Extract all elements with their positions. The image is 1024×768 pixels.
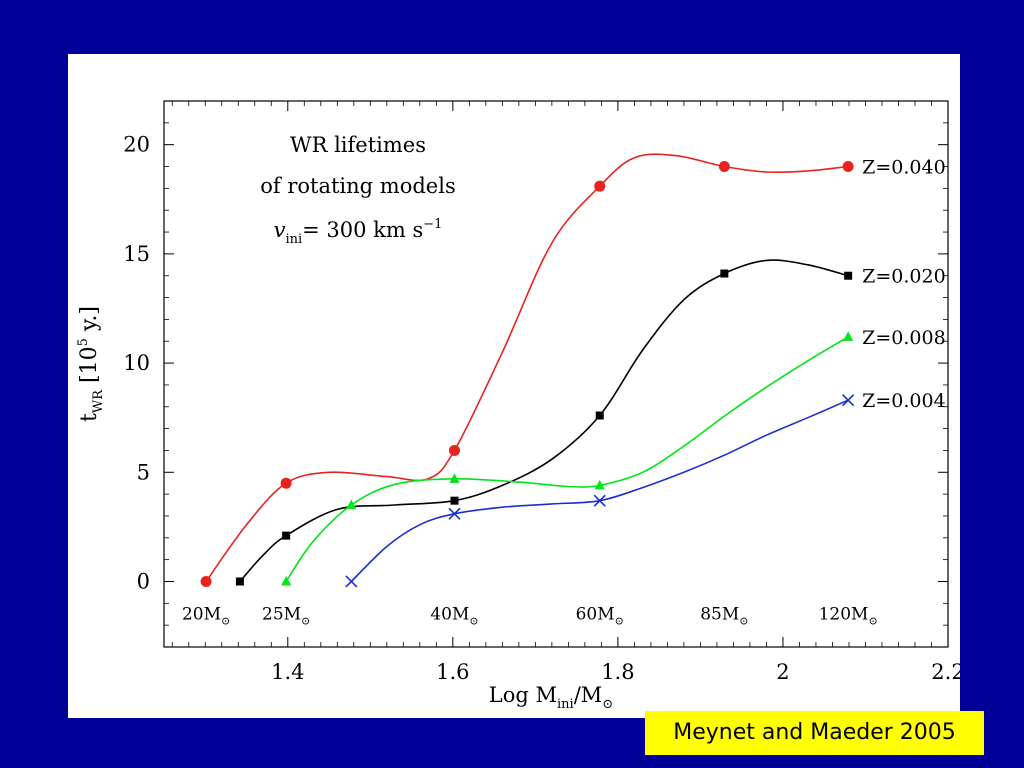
data-point-z0020 [844, 271, 853, 280]
data-point-z0008 [281, 575, 292, 586]
series-label-z0020: Z=0.020 [862, 266, 946, 288]
x-tick-label: 2 [776, 660, 789, 684]
data-point-z0020 [450, 496, 459, 505]
plot-frame [163, 100, 949, 648]
y-tick-label: 5 [137, 460, 150, 484]
mass-label: 60M⊙ [576, 604, 624, 627]
x-tick-label: 2.2 [931, 660, 960, 684]
x-tick-label: 1.8 [601, 660, 634, 684]
data-point-z0008 [594, 479, 605, 490]
mass-label: 25M⊙ [262, 604, 310, 627]
mass-label: 20M⊙ [182, 604, 230, 627]
series-label-z0008: Z=0.008 [862, 327, 946, 349]
series-line-z0020 [239, 259, 849, 583]
data-point-z0004 [842, 394, 855, 407]
data-point-z0020 [595, 411, 604, 420]
data-point-z0004 [345, 575, 358, 588]
wr-lifetime-chart: 1.4 1.6 1.8 2 2.2 0 5 10 15 20 Z=0.040 Z=0.020 Z=0.… [76, 100, 960, 712]
x-tick-label: 1.6 [436, 660, 469, 684]
data-point-z0040 [280, 477, 292, 489]
series-label-z0040: Z=0.040 [862, 157, 946, 179]
series-line-z0004 [350, 399, 849, 583]
data-point-z0008 [843, 331, 854, 341]
mass-label: 120M⊙ [819, 604, 878, 627]
y-tick-label: 10 [123, 351, 150, 375]
y-axis-title: tWR [105 y.] [76, 306, 106, 422]
series-line-z0040 [205, 153, 849, 582]
data-point-z0008 [449, 473, 460, 483]
chart-panel: 1.4 1.6 1.8 2 2.2 0 5 10 15 20 Z=0.040 Z=0.020 Z=0.… [68, 54, 960, 718]
data-point-z0020 [282, 531, 291, 540]
data-point-z0040 [594, 180, 606, 192]
data-point-z0020 [235, 577, 244, 586]
y-tick-label: 0 [137, 569, 150, 593]
annotation-line-2: of rotating models [260, 174, 455, 198]
data-point-z0040 [200, 575, 212, 587]
x-tick-label: 1.4 [271, 660, 304, 684]
mass-label: 40M⊙ [430, 604, 478, 627]
x-axis-title: Log Mini/M⊙ [489, 683, 613, 712]
series-line-z0008 [285, 336, 849, 582]
series-label-z0004: Z=0.004 [862, 390, 946, 412]
data-point-z0040 [448, 444, 460, 456]
annotation-velocity: vini= 300 km s−1 [274, 217, 443, 247]
y-tick-label: 15 [123, 242, 150, 266]
data-point-z0004 [593, 494, 606, 507]
mass-label: 85M⊙ [700, 604, 748, 627]
data-point-z0020 [720, 269, 729, 278]
citation-label: Meynet and Maeder 2005 [645, 711, 984, 755]
annotation-line-1: WR lifetimes [290, 133, 426, 157]
data-point-z0040 [718, 161, 730, 173]
y-tick-label: 20 [123, 133, 150, 157]
data-point-z0040 [842, 161, 854, 173]
data-point-z0004 [448, 507, 461, 520]
data-point-z0008 [346, 499, 357, 510]
